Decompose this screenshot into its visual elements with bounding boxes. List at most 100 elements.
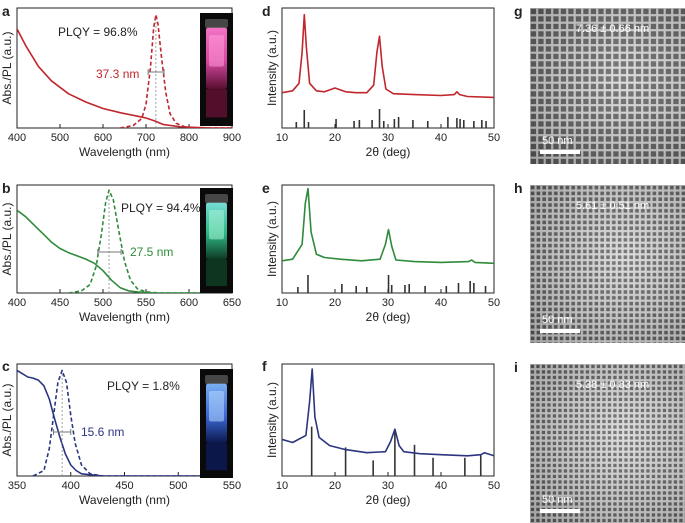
x-tick-label: 10 <box>276 480 288 492</box>
tem-panel-h: h 5.61 ± 0.51 nm 50 nm <box>514 180 685 343</box>
tem-shading <box>530 364 685 523</box>
y-axis-title: Intensity (a.u.) <box>265 201 279 277</box>
vial-highlight <box>209 210 224 240</box>
pl-curve <box>120 13 232 128</box>
x-tick-label: 500 <box>94 297 112 309</box>
size-distribution-label: 7.36 ± 0.66 nm <box>576 23 649 35</box>
scale-bar-label: 50 nm <box>542 135 573 147</box>
x-tick-label: 600 <box>94 132 112 144</box>
x-tick-label: 50 <box>488 297 500 309</box>
x-axis-title: 2θ (deg) <box>366 493 411 507</box>
y-axis-title: Intensity (a.u.) <box>265 382 279 458</box>
tem-panel-g: g 7.36 ± 0.66 nm 50 nm <box>514 3 685 164</box>
x-axis-title: Wavelength (nm) <box>79 310 170 324</box>
y-axis-title: Intensity (a.u.) <box>265 30 279 106</box>
panel-letter-a: a <box>2 3 10 19</box>
panel-letter-f: f <box>262 358 267 374</box>
vial-highlight <box>209 35 224 67</box>
xrd-curve <box>282 368 494 457</box>
panel-letter-b: b <box>2 180 11 196</box>
vial-reflection <box>206 89 227 118</box>
vial-cap <box>205 194 228 203</box>
y-axis-title: Abs./PL (a.u.) <box>0 384 14 457</box>
x-tick-label: 600 <box>180 297 198 309</box>
x-tick-label: 30 <box>382 132 394 144</box>
panel-f: f 10 20 30 40 50 2θ (deg) Intensity (a.u.) <box>262 358 500 507</box>
y-axis-title: Abs./PL (a.u.) <box>0 32 14 105</box>
x-tick-label: 450 <box>115 480 133 492</box>
pl-curve <box>32 369 232 476</box>
x-tick-label: 550 <box>223 480 241 492</box>
x-tick-label: 30 <box>382 480 394 492</box>
fwhm-label: 27.5 nm <box>130 245 173 259</box>
absorption-curve <box>17 209 232 293</box>
x-tick-label: 50 <box>488 480 500 492</box>
x-tick-label: 40 <box>435 297 447 309</box>
x-tick-label: 500 <box>169 480 187 492</box>
tem-shading <box>530 8 685 164</box>
vial-photo <box>200 13 233 126</box>
vial-cap <box>205 19 228 28</box>
panel-e: e 10 20 30 40 50 2θ (deg) Intensity (a.u.) <box>262 180 500 324</box>
vial-photo <box>200 369 233 478</box>
size-distribution-label: 5.61 ± 0.51 nm <box>576 200 649 212</box>
xrd-curve <box>282 187 494 265</box>
x-tick-label: 350 <box>8 480 26 492</box>
xrd-curve <box>282 13 494 99</box>
y-axis-title: Abs./PL (a.u.) <box>0 203 14 276</box>
vial-reflection <box>206 259 227 286</box>
fwhm-label: 15.6 nm <box>81 425 124 439</box>
vial-cap <box>205 375 228 384</box>
tem-shading <box>530 185 685 343</box>
absorption-curve <box>17 28 232 128</box>
plqy-label: PLQY = 96.8% <box>58 25 138 39</box>
x-axis-title: 2θ (deg) <box>366 310 411 324</box>
plqy-label: PLQY = 94.4% <box>121 201 201 215</box>
vial-reflection <box>206 442 227 471</box>
scale-bar <box>540 509 580 513</box>
x-tick-label: 10 <box>276 132 288 144</box>
vial-photo <box>200 188 233 293</box>
x-tick-label: 10 <box>276 297 288 309</box>
x-tick-label: 550 <box>137 297 155 309</box>
scale-bar <box>540 329 580 333</box>
plot-frame <box>281 363 495 477</box>
x-tick-label: 20 <box>329 297 341 309</box>
x-axis-title: Wavelength (nm) <box>79 493 170 507</box>
panel-letter-h: h <box>514 180 523 196</box>
x-tick-label: 30 <box>382 297 394 309</box>
panel-c: c 350 400 450 500 550 Wavelength (nm) Abs./PL (… <box>0 358 241 507</box>
panel-letter-c: c <box>2 358 10 374</box>
scale-bar-label: 50 nm <box>542 314 573 326</box>
x-tick-label: 700 <box>137 132 155 144</box>
scale-bar-label: 50 nm <box>542 494 573 506</box>
size-distribution-label: 5.38 ± 0.83 nm <box>576 379 649 391</box>
x-tick-label: 800 <box>180 132 198 144</box>
panel-letter-i: i <box>514 359 518 375</box>
x-tick-label: 650 <box>223 297 241 309</box>
x-tick-label: 40 <box>435 480 447 492</box>
panel-b: b 400 450 500 550 600 650 Wavelength (nm) Abs./P… <box>0 180 241 324</box>
plqy-label: PLQY = 1.8% <box>107 379 180 393</box>
x-tick-label: 400 <box>8 132 26 144</box>
panel-d: d 10 20 30 40 50 2θ (deg) Intensity (a.u.) <box>262 3 500 159</box>
panel-a: a 400 500 600 700 800 900 Wavelength (nm) Abs./P… <box>0 3 241 159</box>
x-tick-label: 900 <box>223 132 241 144</box>
x-tick-label: 20 <box>329 480 341 492</box>
plot-frame <box>281 7 495 129</box>
panel-letter-g: g <box>514 3 523 19</box>
x-tick-label: 450 <box>51 297 69 309</box>
x-tick-label: 400 <box>8 297 26 309</box>
x-tick-label: 500 <box>51 132 69 144</box>
x-axis-title: 2θ (deg) <box>366 145 411 159</box>
fwhm-label: 37.3 nm <box>96 67 139 81</box>
tem-panel-i: i 5.38 ± 0.83 nm 50 nm <box>514 359 685 523</box>
panel-letter-d: d <box>262 3 271 19</box>
x-tick-label: 400 <box>62 480 80 492</box>
x-tick-label: 20 <box>329 132 341 144</box>
pl-curve <box>68 189 232 293</box>
vial-highlight <box>209 391 224 422</box>
x-axis-title: Wavelength (nm) <box>79 145 170 159</box>
x-tick-label: 50 <box>488 132 500 144</box>
